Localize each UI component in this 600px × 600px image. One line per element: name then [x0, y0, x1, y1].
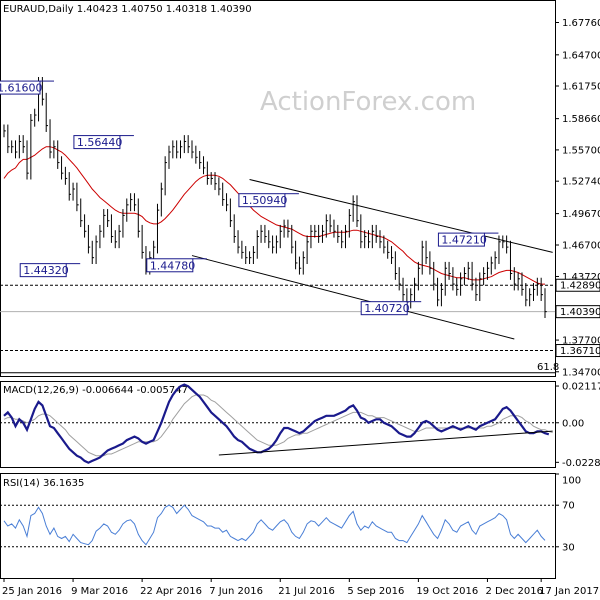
annotation-box: [360, 301, 408, 316]
x-tick-label: 17 Jan 2017: [539, 586, 599, 597]
rsi-line: [3, 504, 546, 546]
x-tick-label: 25 Jan 2016: [2, 586, 62, 597]
macd-y-tick-label: 0.021171: [562, 382, 600, 393]
annotation-label: 1.47210: [441, 234, 487, 247]
annotation-label: 1.61600: [0, 82, 43, 95]
x-tick-label: 5 Sep 2016: [347, 586, 404, 597]
macd-line: [3, 383, 550, 464]
y-tick-label: 1.55700: [562, 145, 600, 156]
macd-header: MACD(12,26,9) -0.006644 -0.005747: [3, 385, 188, 396]
y-tick-label: 1.43720: [562, 272, 600, 283]
y-tick-label: 1.58660: [562, 114, 600, 125]
support-label-2-box: [555, 344, 600, 358]
rsi-y-tick-label: 70: [562, 501, 575, 512]
annotation-box: [0, 80, 41, 95]
watermark: ActionForex.com: [260, 87, 476, 117]
annotation-box: [146, 258, 194, 273]
y-tick-label: 1.52740: [562, 177, 600, 188]
rsi-layer: 100 70 30: [0, 473, 581, 553]
support-label-1-box: [555, 278, 600, 292]
x-tick-label: 21 Jul 2016: [278, 586, 335, 597]
main-header: EURAUD,Daily 1.40423 1.40750 1.40318 1.4…: [3, 4, 252, 15]
x-tick-label: 9 Mar 2016: [71, 586, 128, 597]
rsi-panel-frame: [0, 473, 556, 579]
y-tick-label: 1.64700: [562, 50, 600, 61]
current-price-label: 1.40390: [560, 307, 600, 318]
main-series: [3, 77, 547, 318]
moving-average-line: [3, 146, 545, 285]
y-tick-label: 1.67760: [562, 18, 600, 29]
rsi-y-tick-label: 100: [562, 476, 581, 487]
fibonacci-label: 61.8: [537, 362, 559, 373]
annotation-label: 1.44780: [150, 259, 196, 272]
y-tick-label: 1.46700: [562, 240, 600, 251]
annotation-label: 1.56440: [77, 136, 123, 149]
macd-panel-frame: [0, 381, 556, 468]
rsi-header: RSI(14) 36.1635: [3, 478, 84, 489]
y-tick-label: 1.61750: [562, 81, 600, 92]
macd-layer: 0.021171 0.00 -0.022814: [0, 382, 600, 469]
annotation-box: [437, 232, 485, 247]
y-tick-label: 1.37700: [562, 336, 600, 347]
annotation-label: 1.44320: [23, 264, 69, 277]
x-tick-label: 22 Apr 2016: [140, 586, 202, 597]
main-reference-lines: 61.8: [0, 179, 559, 374]
y-tick-label: 1.34700: [562, 367, 600, 378]
macd-y-tick-label: 0.00: [562, 418, 584, 429]
annotation-box: [19, 263, 67, 278]
macd-trendline: [218, 430, 553, 456]
price-annotations: 1.61600 1.56440 1.44320 1.44780 1.50940 1.407…: [0, 80, 499, 316]
x-tick-label: 7 Jun 2016: [209, 586, 263, 597]
channel-line-1: [249, 179, 553, 253]
annotation-label: 1.40720: [364, 302, 410, 315]
annotation-label: 1.50940: [242, 194, 288, 207]
macd-y-tick-label: -0.022814: [562, 458, 600, 469]
y-tick-label: 1.49670: [562, 209, 600, 220]
rsi-y-tick-label: 30: [562, 542, 575, 553]
support-label-2: 1.36710: [560, 346, 600, 357]
main-panel-frame: [0, 0, 556, 377]
x-tick-label: 2 Dec 2016: [485, 586, 543, 597]
annotation-box: [238, 193, 286, 208]
current-price-label-box: [555, 305, 600, 319]
main-y-axis: 1.67760 1.64700 1.61750 1.58660 1.55700 1.527…: [555, 18, 600, 378]
x-axis: 25 Jan 2016 9 Mar 2016 22 Apr 2016 7 Jun 20…: [2, 578, 599, 597]
annotation-box: [73, 135, 121, 150]
x-tick-label: 19 Oct 2016: [416, 586, 478, 597]
macd-signal-line: [3, 394, 553, 457]
channel-line-2: [191, 255, 515, 340]
support-label-1: 1.42890: [560, 281, 600, 292]
